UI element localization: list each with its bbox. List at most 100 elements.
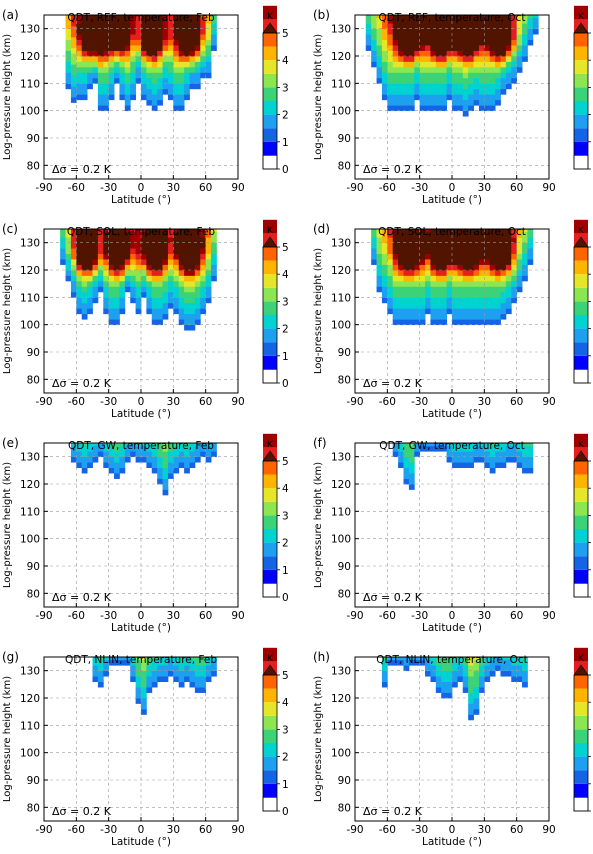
heatmap-cell (457, 676, 464, 682)
heatmap-cell (430, 50, 437, 57)
heatmap-cell (398, 270, 404, 276)
grid (355, 229, 549, 393)
heatmap-cell (108, 94, 115, 101)
colorbar-segment (574, 488, 588, 502)
heatmap-cell (430, 28, 437, 35)
heatmap-cell (184, 659, 190, 666)
heatmap-cell (403, 451, 410, 458)
heatmap-cell (381, 72, 388, 79)
heatmap-cell (489, 105, 496, 112)
heatmap-cell (184, 313, 190, 320)
heatmap-cell (92, 676, 99, 682)
heatmap-cell (419, 34, 426, 40)
heatmap-cell (398, 259, 404, 265)
heatmap-cell (371, 39, 377, 46)
heatmap-cell (76, 50, 83, 57)
heatmap-cell (178, 237, 185, 244)
heatmap-cell (108, 237, 115, 244)
heatmap-cell (457, 23, 464, 30)
x-tick-label: 0 (138, 824, 145, 836)
heatmap-cell (527, 23, 534, 30)
y-tick-label: 110 (331, 292, 351, 304)
heatmap-cell (452, 319, 458, 326)
heatmap-cell (70, 64, 77, 71)
heatmap-cell (387, 248, 394, 254)
heatmap-cell (387, 99, 394, 106)
heatmap-cell (184, 83, 190, 90)
heatmap-cell (484, 105, 491, 112)
heatmap-cell (76, 17, 83, 24)
heatmap-cell (167, 229, 174, 233)
heatmap-cell (468, 259, 474, 265)
heatmap-cell (392, 99, 399, 106)
y-tick-label: 130 (20, 238, 40, 250)
heatmap-cell (200, 665, 207, 672)
heatmap-cell (97, 676, 104, 682)
heatmap-cell (124, 264, 131, 271)
heatmap-cell (108, 77, 115, 84)
heatmap-cell (419, 28, 426, 35)
heatmap-cell (184, 676, 190, 682)
heatmap-cell (425, 286, 431, 293)
heatmap-cell (387, 17, 394, 24)
heatmap-cell (76, 302, 83, 309)
heatmap-cell (70, 451, 77, 458)
heatmap-cell (108, 451, 115, 458)
heatmap-cell (114, 657, 120, 661)
heatmap-cell (189, 34, 196, 40)
heatmap-cell (211, 443, 217, 447)
heatmap-cell (81, 34, 88, 40)
heatmap-cell (489, 28, 496, 35)
heatmap-cell (462, 308, 469, 315)
heatmap-cell (441, 297, 448, 304)
heatmap-cell (184, 670, 190, 677)
heatmap-cell (189, 462, 196, 468)
colorbar-tick-label: 4 (282, 55, 289, 67)
heatmap-cell (489, 253, 496, 260)
heatmap-cell (205, 456, 212, 463)
heatmap-cell (141, 50, 147, 57)
delta-sigma-annotation: Δσ = 0.2 K (52, 805, 112, 818)
x-tick-label: -60 (68, 610, 85, 622)
heatmap-cell (398, 23, 404, 30)
colorbar-segment (573, 583, 589, 598)
heatmap-cell (205, 23, 212, 30)
heatmap-cell (408, 286, 415, 293)
heatmap-cell (500, 451, 507, 458)
heatmap-cell (478, 34, 485, 40)
heatmap-cell (468, 659, 474, 666)
heatmap-cell (167, 242, 174, 249)
heatmap-cell (392, 66, 399, 73)
heatmap-cell (484, 659, 491, 666)
heatmap-cell (151, 231, 158, 238)
heatmap-cells (65, 15, 217, 112)
heatmap-cell (392, 45, 399, 51)
y-axis-label: Log-pressure height (km) (2, 248, 13, 374)
grid (355, 657, 549, 821)
heatmap-cell (468, 302, 474, 309)
heatmap-cell (468, 665, 474, 672)
heatmap-cell (65, 72, 72, 79)
heatmap-cell (184, 94, 190, 101)
heatmap-cell (151, 17, 158, 24)
x-tick-label: 30 (478, 824, 491, 836)
heatmap-cell (70, 270, 77, 276)
y-tick-label: 100 (20, 320, 40, 332)
heatmap-cell (468, 657, 474, 661)
heatmap-cell (135, 659, 142, 666)
heatmap-cell (97, 445, 104, 452)
heatmap-cell (184, 77, 190, 84)
y-axis-label: Log-pressure height (km) (2, 462, 13, 588)
heatmap-cell (130, 237, 137, 244)
heatmap-cell (205, 45, 212, 51)
heatmap-cell (146, 248, 153, 254)
heatmap-cell (457, 72, 464, 79)
heatmap-cell (403, 39, 410, 46)
heatmap-cell (205, 253, 212, 260)
heatmap-cell (157, 88, 163, 95)
heatmap-cell (151, 15, 158, 19)
grid (44, 657, 238, 821)
heatmap-cell (189, 676, 196, 682)
heatmap-cell (194, 15, 201, 19)
